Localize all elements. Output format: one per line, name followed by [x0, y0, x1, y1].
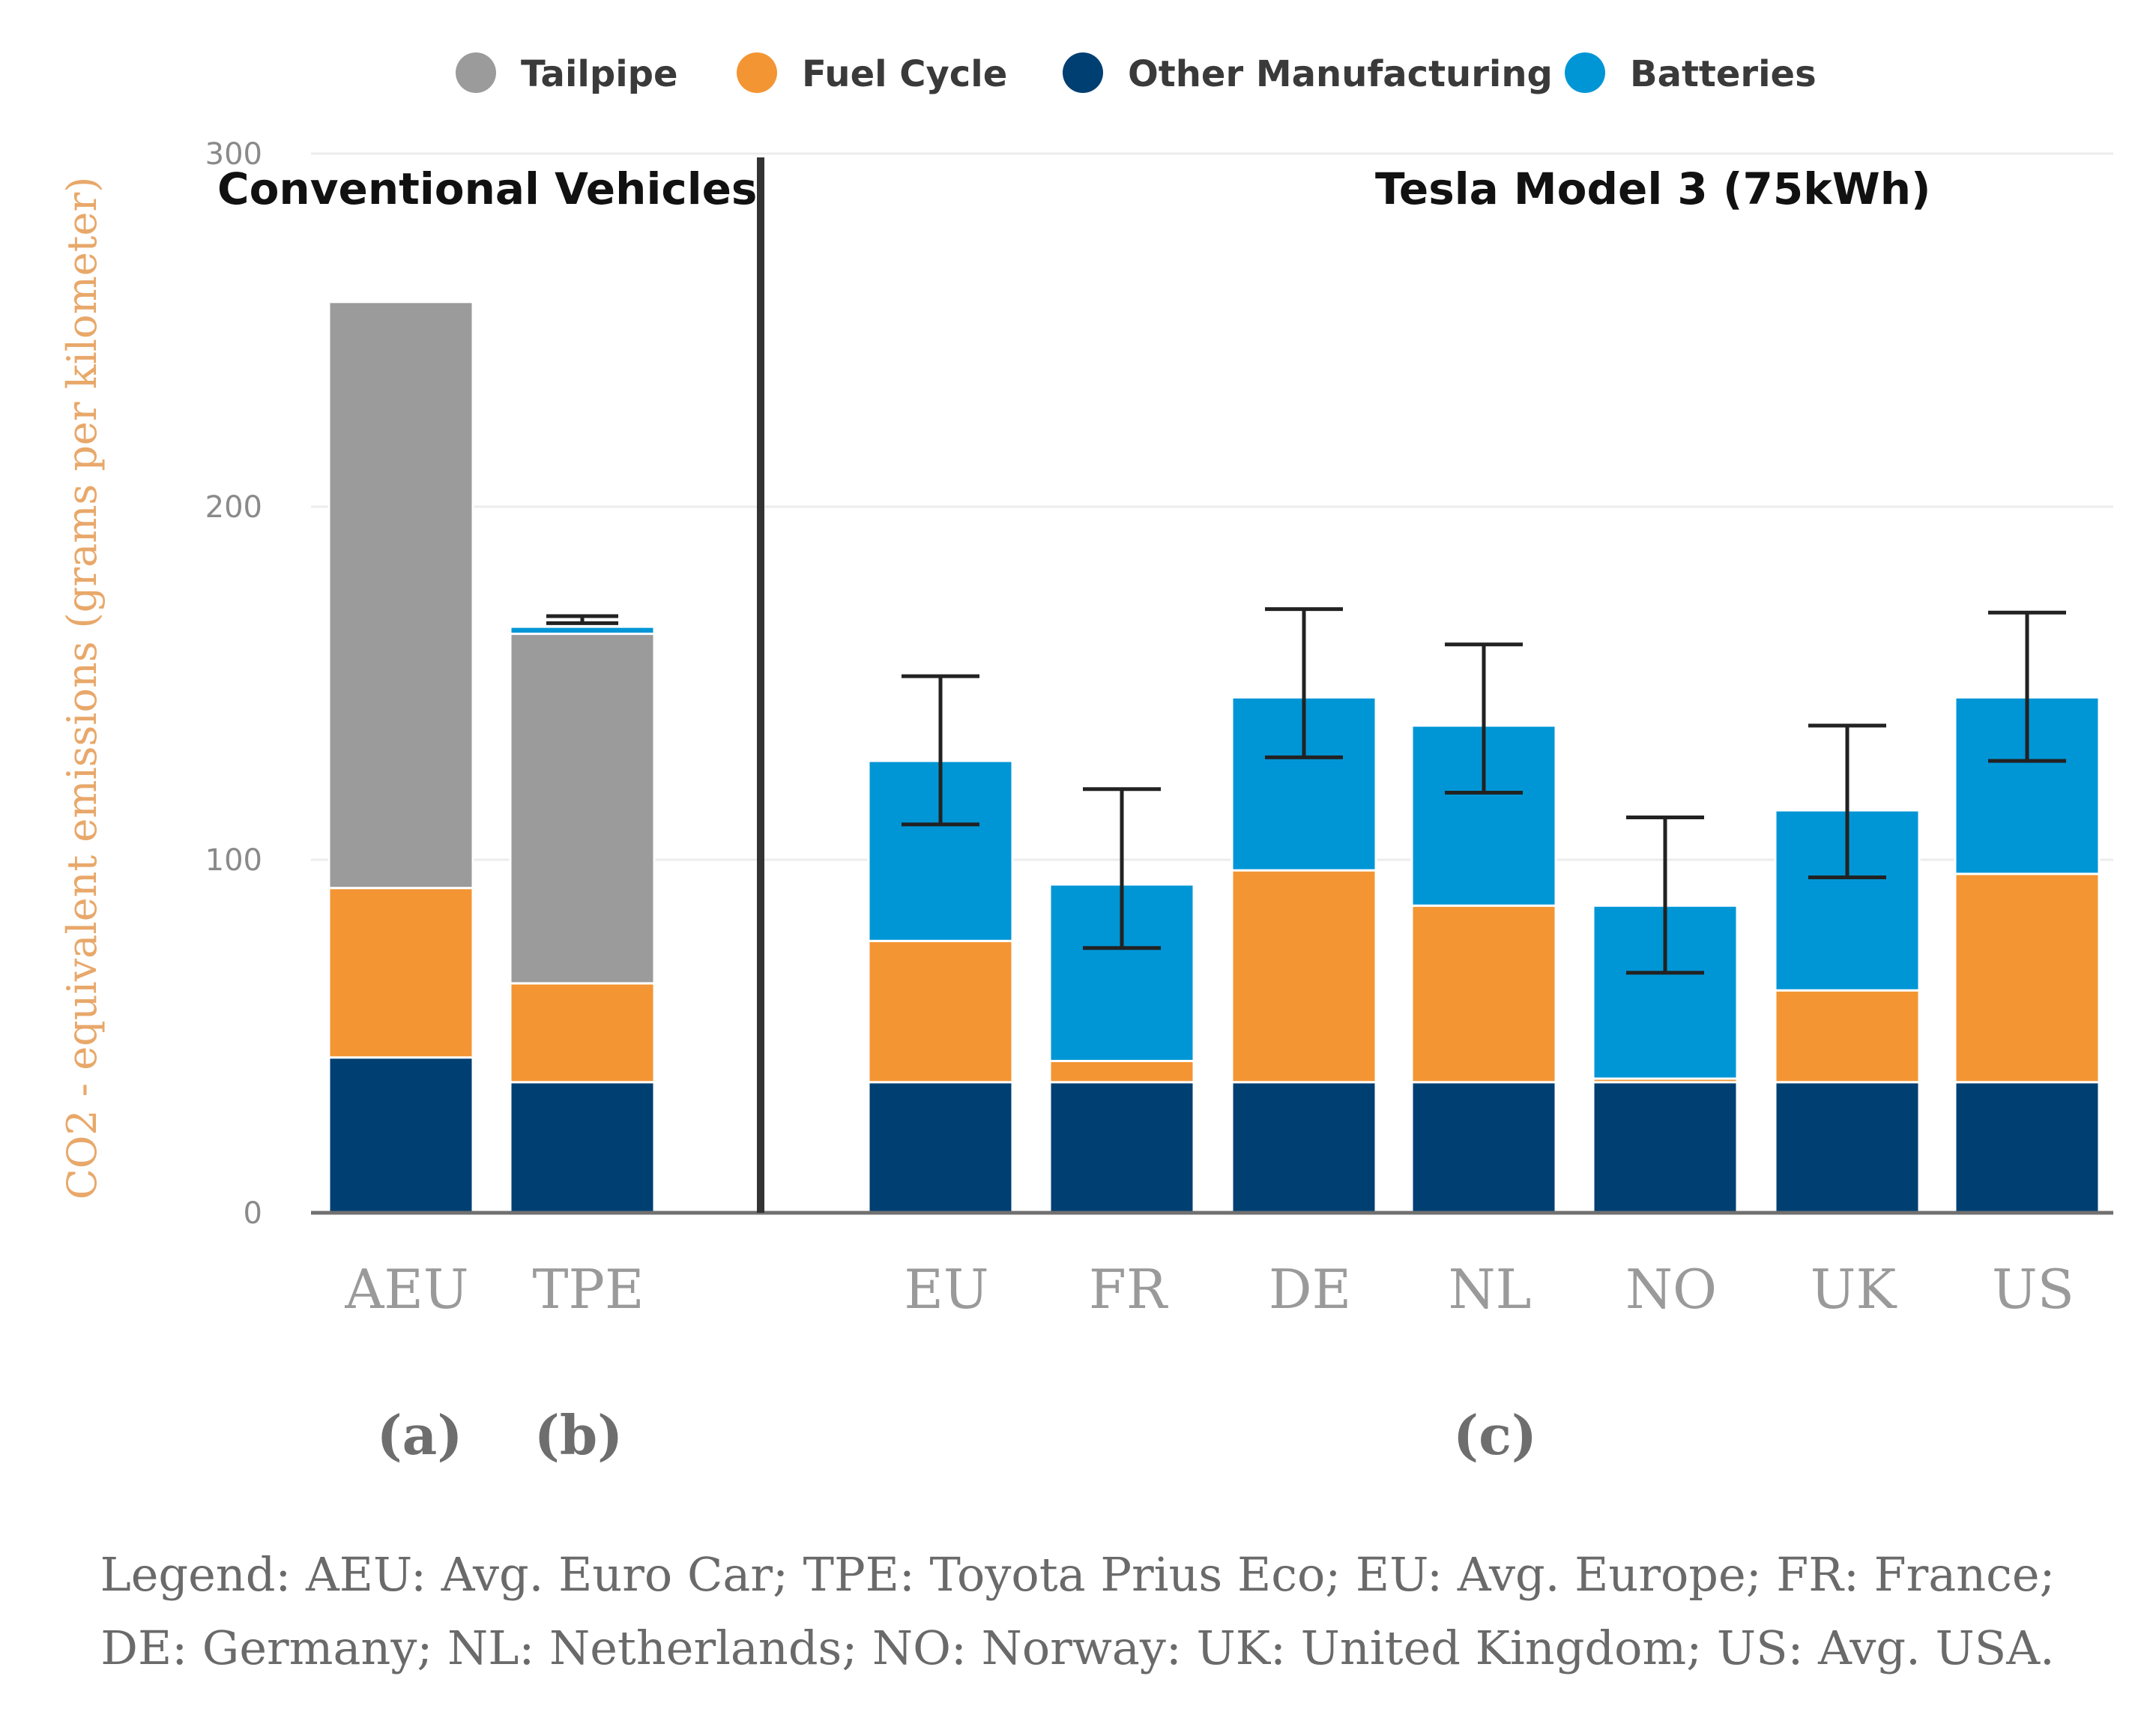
- panel-label-a: (a): [377, 1403, 463, 1467]
- x-tick-label-no: NO: [1625, 1258, 1717, 1321]
- error-bar-nl: [1445, 642, 1523, 795]
- legend-swatch-fuel-cycle: [737, 52, 777, 93]
- error-bar-tpe: [546, 614, 618, 625]
- y-axis-label: CO2 - equivalent emissions (grams per ki…: [58, 177, 106, 1200]
- bar-tpe-batteries: [509, 625, 656, 636]
- bars: [327, 301, 2101, 1214]
- bar-us-other-manufacturing: [1954, 1081, 2101, 1214]
- y-tick-label: 200: [205, 490, 262, 525]
- legend-swatch-batteries: [1565, 52, 1605, 93]
- x-ticks: AEU TPE EU FR DE NL NO UK US: [344, 1258, 2074, 1321]
- error-bar-de: [1265, 607, 1343, 759]
- x-tick-label-nl: NL: [1449, 1258, 1532, 1321]
- bar-fr-other-manufacturing: [1048, 1081, 1195, 1214]
- group-title-tesla: Tesla Model 3 (75kWh): [1375, 163, 1931, 214]
- x-tick-label-tpe: TPE: [532, 1258, 644, 1321]
- x-tick-label-fr: FR: [1089, 1258, 1168, 1321]
- y-tick-label: 300: [205, 137, 262, 172]
- x-tick-label-uk: UK: [1811, 1258, 1897, 1321]
- bar-tpe-fuel-cycle: [509, 982, 656, 1084]
- bar-aeu-tailpipe: [327, 301, 474, 890]
- group-title-conventional: Conventional Vehicles: [217, 163, 757, 214]
- legend: Tailpipe Fuel Cycle Other Manufacturing Bat…: [456, 52, 1817, 95]
- bar-aeu-fuel-cycle: [327, 887, 474, 1059]
- bar-de-other-manufacturing: [1231, 1081, 1377, 1214]
- bar-us-fuel-cycle: [1954, 872, 2101, 1084]
- bar-aeu-other-manufacturing: [327, 1056, 474, 1214]
- error-bar-us: [1988, 610, 2066, 763]
- error-bar-uk: [1808, 723, 1886, 880]
- error-bars: [546, 607, 2066, 975]
- note-line-1: Legend: AEU: Avg. Euro Car; TPE: Toyota …: [100, 1547, 2056, 1602]
- bar-nl-fuel-cycle: [1410, 904, 1557, 1084]
- note-line-2: DE: Germany; NL: Netherlands; NO: Norway…: [100, 1621, 2055, 1675]
- bar-fr-fuel-cycle: [1048, 1059, 1195, 1084]
- legend-label: Fuel Cycle: [802, 53, 1007, 95]
- bar-nl-batteries: [1410, 724, 1557, 907]
- legend-label: Batteries: [1630, 53, 1817, 95]
- bar-eu-other-manufacturing: [867, 1081, 1014, 1214]
- bar-eu-fuel-cycle: [867, 939, 1014, 1084]
- x-tick-label-eu: EU: [904, 1258, 988, 1321]
- bar-uk-fuel-cycle: [1774, 989, 1921, 1084]
- bar-uk-other-manufacturing: [1774, 1081, 1921, 1214]
- bar-no-other-manufacturing: [1592, 1081, 1739, 1214]
- legend-item-fuel-cycle: Fuel Cycle: [737, 52, 1007, 95]
- legend-item-tailpipe: Tailpipe: [456, 52, 678, 95]
- legend-swatch-other-manufacturing: [1063, 52, 1103, 93]
- error-bar-no: [1626, 815, 1704, 975]
- panel-label-c: (c): [1453, 1403, 1537, 1467]
- legend-swatch-tailpipe: [456, 52, 496, 93]
- x-tick-label-us: US: [1992, 1258, 2074, 1321]
- y-ticks: 0 100 200 300: [205, 137, 262, 1231]
- y-tick-label: 100: [205, 843, 262, 878]
- bar-nl-other-manufacturing: [1410, 1081, 1557, 1214]
- y-tick-label: 0: [244, 1196, 262, 1231]
- legend-label: Tailpipe: [521, 53, 678, 95]
- bar-tpe-other-manufacturing: [509, 1081, 656, 1214]
- x-tick-label-aeu: AEU: [344, 1258, 468, 1321]
- bar-tpe-tailpipe: [509, 633, 656, 985]
- legend-item-other-manufacturing: Other Manufacturing: [1063, 52, 1553, 95]
- legend-item-batteries: Batteries: [1565, 52, 1817, 95]
- legend-label: Other Manufacturing: [1128, 53, 1553, 95]
- bar-de-fuel-cycle: [1231, 869, 1377, 1084]
- error-bar-fr: [1083, 787, 1161, 950]
- error-bar-eu: [902, 674, 979, 827]
- panel-label-b: (b): [534, 1403, 623, 1467]
- x-tick-label-de: DE: [1269, 1258, 1351, 1321]
